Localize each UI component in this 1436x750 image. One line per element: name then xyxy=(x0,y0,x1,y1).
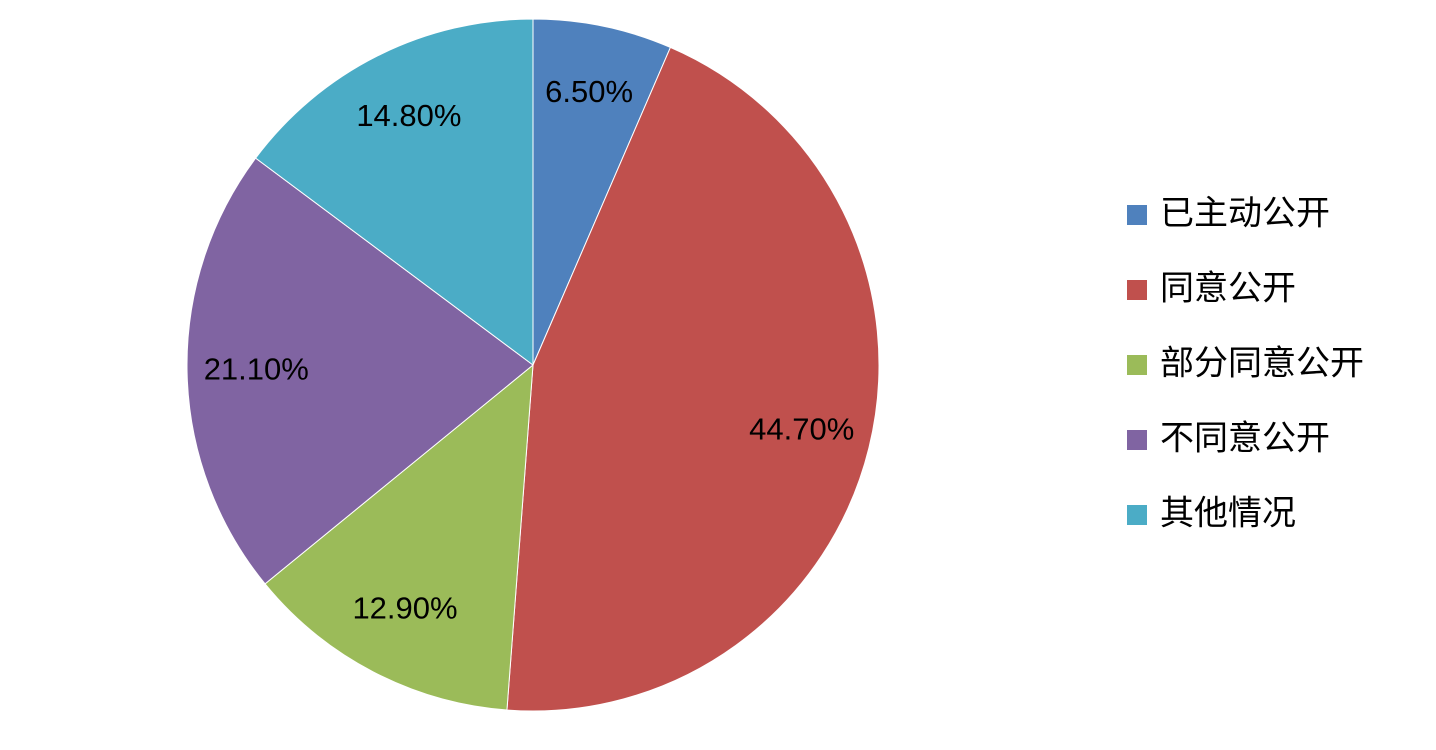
data-label: 44.70% xyxy=(749,411,854,446)
legend-label: 其他情况 xyxy=(1160,494,1296,534)
legend-label: 同意公开 xyxy=(1160,269,1296,309)
pie-slice xyxy=(532,18,672,366)
legend-label: 部分同意公开 xyxy=(1160,344,1364,384)
legend-label: 不同意公开 xyxy=(1160,419,1330,459)
legend-swatch xyxy=(1127,280,1147,300)
pie-slice xyxy=(186,157,534,585)
data-label: 14.80% xyxy=(356,98,461,133)
data-label: 6.50% xyxy=(545,74,633,109)
data-label: 21.10% xyxy=(204,351,309,386)
legend-label: 已主动公开 xyxy=(1160,194,1330,234)
pie-slice xyxy=(506,46,880,712)
legend-swatch xyxy=(1127,505,1147,525)
data-label: 12.90% xyxy=(352,591,457,626)
legend-swatch xyxy=(1127,205,1147,225)
pie-slice xyxy=(254,18,534,366)
legend-swatch xyxy=(1127,355,1147,375)
legend-swatch xyxy=(1127,430,1147,450)
pie-slice xyxy=(264,363,534,711)
